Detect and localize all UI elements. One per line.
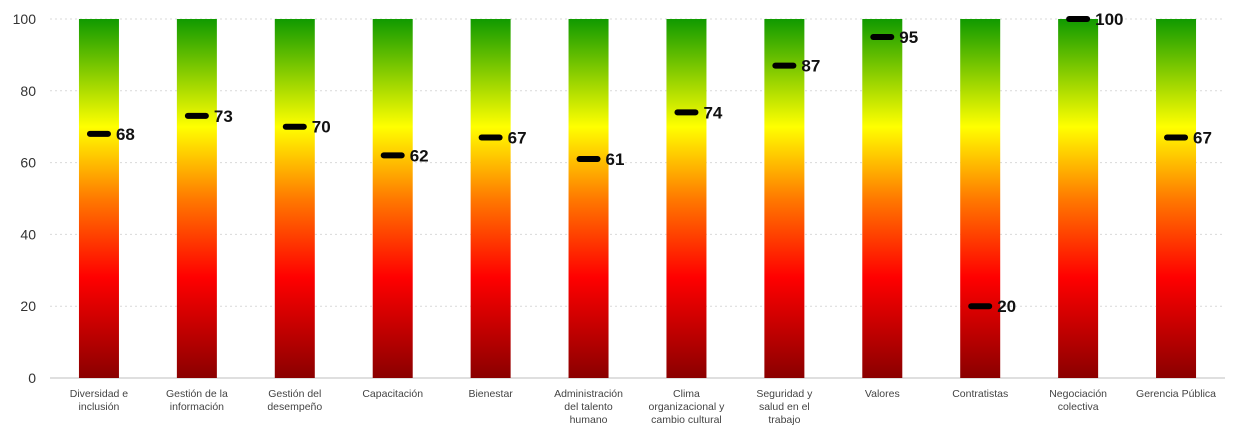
bar [568, 19, 609, 378]
data-labels-layer: 68 73 70 62 67 61 74 87 95 20 100 67 [116, 10, 1212, 316]
x-tick-label-line: inclusión [79, 401, 120, 413]
y-tick-label: 100 [13, 11, 37, 27]
value-marker [380, 152, 405, 159]
value-marker [478, 134, 503, 141]
value-marker [1066, 16, 1091, 22]
x-tick-label-line: información [170, 401, 224, 413]
bar [666, 19, 707, 378]
x-tick-label: Contratistas [952, 388, 1008, 400]
bar [176, 19, 217, 378]
bar [372, 19, 413, 378]
bar [960, 19, 1001, 378]
grid-layer [50, 18, 1225, 379]
value-marker [870, 33, 895, 40]
x-tick-label-line: Seguridad y [756, 388, 813, 400]
x-tick-label-line: Administración [554, 388, 623, 400]
bar [78, 19, 119, 378]
y-tick-label: 20 [20, 298, 36, 314]
x-tick-label-line: Capacitación [362, 388, 423, 400]
x-tick-label: Administración del talento humano [554, 388, 623, 426]
data-label: 62 [410, 146, 429, 165]
bars-layer [78, 19, 1197, 378]
markers-layer [86, 16, 1189, 310]
x-tick-label: Diversidad e inclusión [70, 388, 129, 413]
x-tick-label-line: Gestión de la [166, 388, 228, 400]
x-tick-label-line: salud en el [759, 401, 810, 413]
data-label: 68 [116, 125, 135, 144]
value-marker [968, 303, 993, 310]
x-tick-label: Seguridad y salud en el trabajo [756, 388, 813, 426]
bar [1156, 19, 1197, 378]
x-tick-label-line: Gestión del [268, 388, 321, 400]
data-label: 73 [214, 107, 233, 126]
x-tick-label-line: Bienestar [468, 388, 513, 400]
x-tick-label: Bienestar [468, 388, 513, 400]
y-tick-label: 80 [20, 83, 36, 99]
bar [764, 19, 805, 378]
y-tick-label: 40 [20, 226, 36, 242]
x-tick-label-line: cambio cultural [651, 414, 722, 426]
data-label: 20 [997, 297, 1016, 316]
x-tick-label-line: Negociación [1049, 388, 1107, 400]
x-axis: Diversidad e inclusión Gestión de la inform… [70, 388, 1216, 426]
value-marker [1164, 134, 1189, 141]
y-tick-label: 0 [28, 370, 36, 386]
x-tick-label: Clima organizacional y cambio cultural [649, 388, 726, 426]
x-tick-label-line: Contratistas [952, 388, 1008, 400]
data-label: 100 [1095, 10, 1123, 29]
value-marker [86, 130, 111, 137]
x-tick-label: Gerencia Pública [1136, 388, 1216, 400]
data-label: 70 [312, 118, 331, 137]
data-label: 87 [801, 57, 820, 76]
y-tick-label: 60 [20, 155, 36, 171]
x-tick-label: Valores [865, 388, 900, 400]
data-label: 67 [508, 128, 527, 147]
data-label: 74 [703, 103, 722, 122]
x-tick-label: Gestión de la información [166, 388, 228, 413]
bar [470, 19, 511, 378]
x-tick-label-line: Diversidad e [70, 388, 129, 400]
x-tick-label-line: trabajo [768, 414, 800, 426]
x-tick-label: Capacitación [362, 388, 423, 400]
y-axis: 0 20 40 60 80 100 [13, 11, 37, 386]
x-tick-label-line: organizacional y [649, 401, 726, 413]
x-tick-label: Gestión del desempeño [267, 388, 322, 413]
bar [274, 19, 315, 378]
value-marker [674, 109, 699, 116]
x-tick-label-line: del talento [564, 401, 613, 413]
bar [862, 19, 903, 378]
data-label: 61 [606, 150, 625, 169]
value-marker [184, 112, 209, 119]
data-label: 95 [899, 28, 918, 47]
value-marker [772, 62, 797, 69]
bar [1058, 19, 1099, 378]
x-tick-label-line: Gerencia Pública [1136, 388, 1216, 400]
x-tick-label-line: colectiva [1058, 401, 1099, 413]
data-label: 67 [1193, 128, 1212, 147]
x-tick-label-line: Valores [865, 388, 900, 400]
x-tick-label-line: Clima [673, 388, 700, 400]
x-tick-label-line: desempeño [267, 401, 322, 413]
value-marker [282, 123, 307, 130]
value-marker [576, 156, 601, 163]
x-tick-label-line: humano [570, 414, 608, 426]
x-tick-label: Negociación colectiva [1049, 388, 1107, 413]
